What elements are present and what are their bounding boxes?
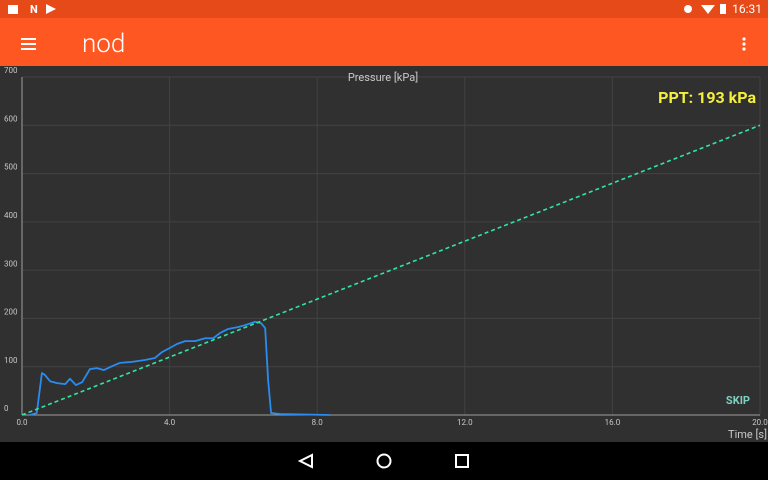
nav-bar: [0, 442, 768, 480]
status-icon: [8, 5, 18, 14]
status-icon: [720, 4, 726, 14]
x-tick-label: 8.0: [312, 418, 324, 427]
back-button[interactable]: [297, 453, 313, 469]
home-button[interactable]: [376, 453, 392, 469]
overflow-icon: [742, 47, 746, 51]
menu-icon: [21, 43, 36, 45]
y-tick-label: 600: [4, 114, 18, 123]
chart-area: [0, 66, 768, 442]
menu-button[interactable]: [21, 38, 36, 50]
overflow-icon: [742, 37, 746, 41]
overflow-button[interactable]: [742, 37, 746, 51]
y-tick-label: 100: [4, 356, 18, 365]
x-tick-label: 4.0: [164, 418, 176, 427]
app-bar: [0, 18, 768, 66]
status-bar: [0, 0, 768, 18]
chart: 0 100 200 300 400 500 600 700 0.0 4.0 8.0 12.0 16.0 2…: [4, 66, 768, 427]
y-tick-label: 300: [4, 259, 18, 268]
y-tick-label: 500: [4, 163, 18, 172]
y-tick-label: 400: [4, 211, 18, 220]
pressure-line: [29, 320, 331, 416]
menu-icon: [21, 48, 36, 50]
skip-button[interactable]: SKIP: [726, 394, 750, 407]
chart-title: Pressure [kPa]: [348, 71, 418, 84]
status-icon: [46, 4, 56, 14]
y-tick-label: 0: [4, 404, 9, 413]
status-icon: [684, 5, 692, 13]
x-tick-label: 20.0: [752, 418, 768, 427]
status-icon: N: [30, 3, 38, 16]
x-axis-label: Time [s]: [728, 428, 767, 441]
app-title: nod: [82, 29, 125, 59]
x-tick-label: 12.0: [457, 418, 473, 427]
menu-icon: [21, 38, 36, 40]
recents-button[interactable]: [455, 454, 469, 468]
annotation: PPT: 193 kPa: [658, 88, 756, 107]
x-tick-label: 16.0: [605, 418, 621, 427]
status-icon: [701, 5, 715, 14]
y-tick-label: 700: [4, 66, 18, 75]
threshold-line: [21, 124, 761, 416]
x-tick-label: 0.0: [16, 418, 28, 427]
y-tick-label: 200: [4, 308, 18, 317]
status-time: 16:31: [732, 2, 762, 16]
overflow-icon: [742, 42, 746, 46]
